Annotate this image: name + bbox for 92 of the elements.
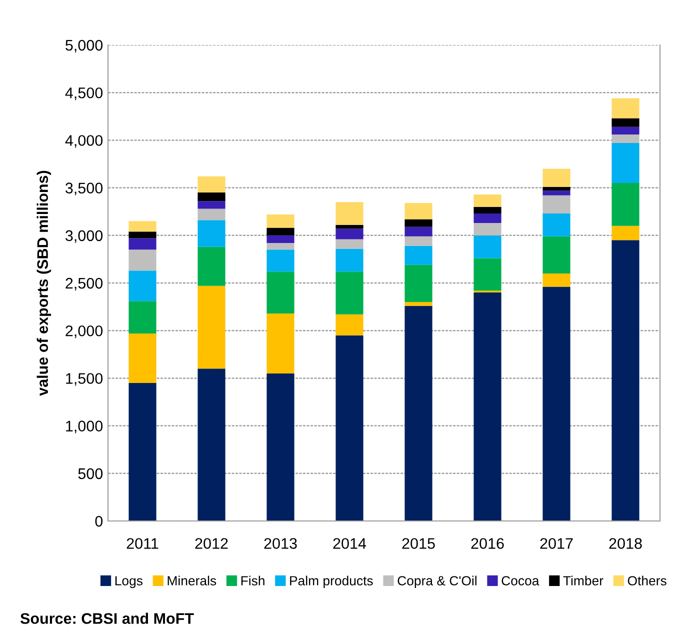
x-tick-label: 2018 [609, 538, 642, 549]
bar [198, 201, 226, 209]
bar [266, 235, 294, 244]
bar [198, 286, 226, 369]
bar [266, 228, 294, 236]
y-tick-label: 1,000 [66, 420, 103, 434]
x-tick-label: 2012 [195, 538, 228, 549]
bar [198, 208, 226, 220]
bar [404, 226, 432, 236]
bar [404, 219, 432, 227]
y-tick-label: 4,000 [65, 135, 103, 148]
bar [198, 368, 226, 521]
y-tick-label: 5,000 [66, 40, 103, 52]
bar [542, 286, 570, 521]
legend-label: Cocoa [502, 576, 540, 586]
bar [404, 246, 432, 265]
y-tick-label: 3,000 [65, 230, 103, 243]
y-tick-label: 2,000 [66, 325, 103, 338]
bar [404, 302, 432, 306]
bar [542, 195, 570, 214]
y-tick-label: 2,500 [66, 278, 103, 290]
bar [266, 214, 294, 228]
x-tick-label: 2017 [540, 538, 573, 549]
bar [542, 168, 570, 187]
bar [266, 243, 294, 250]
y-axis-title: value of exports (SBD millions) [36, 170, 52, 396]
bar [198, 246, 226, 286]
bar [542, 236, 570, 274]
x-tick-label: 2015 [402, 538, 435, 549]
bar [198, 176, 226, 193]
x-tick-label: 2014 [333, 538, 366, 549]
bar [336, 272, 364, 314]
x-tick-label: 2011 [126, 538, 158, 549]
bar [612, 134, 640, 144]
bar [612, 183, 640, 226]
bar [128, 232, 156, 238]
bar [612, 240, 640, 521]
bar [542, 214, 570, 236]
bar [612, 118, 640, 127]
bar [612, 226, 640, 240]
bar [404, 203, 432, 220]
bar [612, 143, 640, 184]
bar [336, 228, 364, 240]
bar [266, 313, 294, 374]
y-tick-label: 500 [78, 468, 103, 480]
legend-label: Logs [115, 576, 142, 588]
bar [198, 220, 226, 247]
bar [474, 194, 502, 207]
bar [474, 258, 502, 291]
legend-label: Fish [241, 576, 264, 586]
bar [474, 206, 502, 214]
bar [404, 306, 432, 521]
bar [128, 250, 156, 271]
bar [266, 272, 294, 314]
bar [128, 301, 156, 334]
bar [542, 190, 570, 196]
bar [336, 314, 364, 336]
legend-label: Minerals [168, 576, 216, 586]
bar [128, 238, 156, 250]
bar [404, 236, 432, 246]
bar [336, 224, 364, 229]
bar [336, 239, 364, 249]
legend-label: Others [628, 576, 666, 586]
bar [612, 98, 640, 118]
bar [336, 202, 364, 225]
legend-label: Palm products [290, 576, 373, 588]
bar [128, 382, 156, 521]
x-tick-label: 2016 [471, 538, 504, 549]
bar [474, 235, 502, 258]
bar [474, 292, 502, 521]
legend-label: Copra & C'Oil [398, 576, 476, 588]
bar [474, 223, 502, 236]
bar [612, 126, 640, 134]
y-tick-label: 4,500 [65, 87, 103, 100]
bar [128, 333, 156, 383]
bar [128, 270, 156, 302]
bar [336, 248, 364, 272]
bar [128, 221, 156, 232]
bar [336, 335, 364, 521]
bar [266, 373, 294, 521]
bar [266, 250, 294, 272]
bar [198, 192, 226, 202]
bar [542, 186, 570, 191]
legend-label: Timber [563, 576, 604, 586]
y-tick-label: 1,500 [66, 373, 103, 386]
x-tick-label: 2013 [264, 538, 297, 549]
source-note: Source: CBSI and MoFT [20, 612, 194, 624]
bar [542, 273, 570, 287]
bar [474, 214, 502, 224]
bar [404, 264, 432, 302]
y-tick-label: 0 [95, 516, 103, 527]
y-tick-label: 3,500 [65, 182, 103, 196]
